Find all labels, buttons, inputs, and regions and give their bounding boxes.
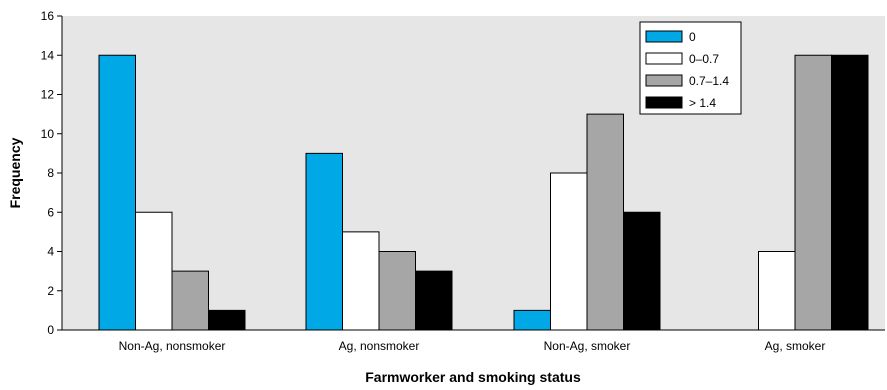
bar-3-2 [378,251,416,331]
bar-4-2 [415,270,453,331]
legend-label: > 1.4 [689,96,716,110]
x-tick-label: Ag, nonsmoker [339,339,420,353]
legend-label: 0.7–1.4 [689,74,729,88]
bar-3-4 [794,54,832,331]
legend-swatch [645,96,683,109]
y-tick-label: 4 [47,245,54,259]
bar-2-2 [342,231,380,331]
bar-3-1 [171,270,209,331]
legend-items: 0 0–0.7 0.7–1.4 > 1.4 [645,30,729,110]
y-tick-label: 0 [47,323,54,337]
y-axis-title: Frequency [7,137,23,208]
legend-swatch [645,30,683,43]
y-tick-label: 12 [41,88,55,102]
y-tick-label: 16 [41,9,55,23]
bars-group [98,54,869,331]
bar-4-1 [208,309,246,331]
legend-label: 0–0.7 [689,52,719,66]
x-axis-ticks: Non-Ag, nonsmoker Ag, nonsmoker Non-Ag, sm… [119,339,826,353]
x-axis-title: Farmworker and smoking status [365,369,581,385]
y-tick-label: 6 [47,205,54,219]
legend-swatch [645,52,683,65]
x-tick-label: Ag, smoker [765,339,826,353]
legend: 0 0–0.7 0.7–1.4 > 1.4 [639,21,742,115]
y-tick-label: 8 [47,166,54,180]
bar-2-1 [135,211,173,331]
bar-1-3 [513,309,551,331]
legend-swatch [645,74,683,87]
bar-2-3 [550,172,588,331]
x-tick-label: Non-Ag, nonsmoker [119,339,226,353]
bar-4-4 [831,54,869,331]
bar-4-3 [623,211,661,331]
y-tick-label: 2 [47,284,54,298]
bar-1-1 [98,54,136,331]
bar-2-4 [758,251,796,331]
bar-1-2 [305,152,343,331]
y-tick-label: 10 [41,127,55,141]
y-axis-ticks: 0 2 4 6 8 10 12 14 16 [41,9,62,337]
bar-3-3 [586,113,624,331]
y-tick-label: 14 [41,48,55,62]
x-tick-label: Non-Ag, smoker [544,339,631,353]
legend-label: 0 [689,30,696,44]
